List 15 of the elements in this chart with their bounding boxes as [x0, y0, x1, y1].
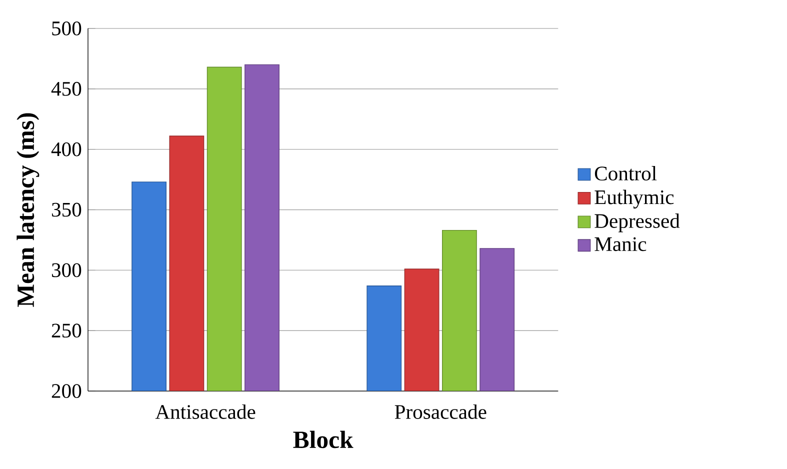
y-tick-label: 450: [51, 82, 82, 96]
legend-label: Euthymic: [594, 190, 674, 208]
y-tick-label: 350: [52, 202, 82, 217]
y-tick-label: 400: [51, 142, 82, 156]
y-tick-label: 250: [52, 324, 82, 338]
y-tick-label: 500: [52, 21, 82, 36]
legend-label: Depressed: [594, 213, 680, 232]
x-tick-label: Antisaccade: [155, 404, 256, 419]
y-tick-label: 200: [52, 384, 82, 398]
legend-label: Control: [594, 166, 657, 180]
y-tick-label: 300: [52, 263, 82, 277]
y-axis-title: Mean latency (ms): [16, 113, 40, 307]
x-tick-label: Prosaccade: [394, 404, 486, 419]
legend-label: Manic: [594, 237, 646, 251]
x-axis-title: Block: [293, 430, 354, 448]
